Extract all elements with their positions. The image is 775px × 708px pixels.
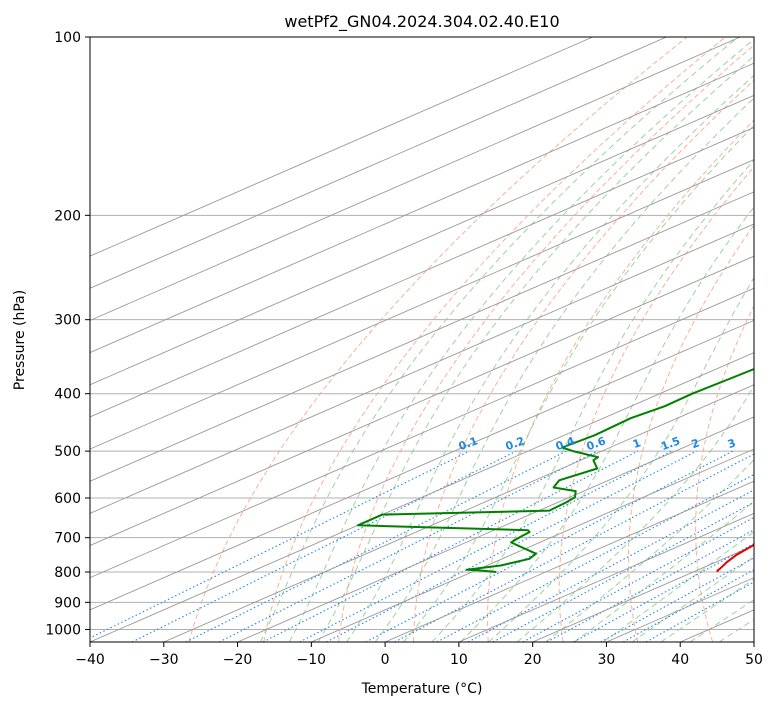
chart-title: wetPf2_GN04.2024.304.02.40.E10 bbox=[284, 12, 559, 32]
mixing-ratio-line bbox=[218, 450, 598, 642]
x-axis-label: Temperature (°C) bbox=[361, 681, 483, 697]
isotherm bbox=[384, 480, 754, 642]
isotherm bbox=[90, 319, 754, 611]
moist-adiabat bbox=[459, 206, 754, 642]
dry-adiabat bbox=[412, 79, 754, 642]
y-tick-label: 400 bbox=[54, 387, 81, 403]
mixing-ratio-label: 3 bbox=[726, 436, 738, 451]
sounding-series bbox=[356, 367, 754, 573]
mixing-ratio-label: 0.2 bbox=[504, 434, 527, 453]
moist-adiabats bbox=[259, 37, 754, 642]
mixing-ratio-line bbox=[185, 450, 567, 642]
mixing-ratio-labels: 0.10.20.40.611.52346810131620253036 bbox=[457, 434, 764, 453]
x-tick-label: −40 bbox=[75, 652, 105, 668]
y-tick-label: 800 bbox=[54, 565, 81, 581]
mixing-ratio-label: 1 bbox=[631, 436, 643, 451]
dry-adiabat bbox=[263, 37, 726, 642]
y-tick-label: 600 bbox=[54, 491, 81, 507]
moist-adiabat bbox=[631, 556, 754, 642]
moist-adiabat bbox=[259, 37, 739, 642]
isotherm bbox=[90, 191, 754, 482]
mixing-ratio-line bbox=[90, 450, 470, 639]
isotherm bbox=[90, 37, 741, 321]
moist-adiabat bbox=[317, 55, 754, 642]
moist-adiabat bbox=[660, 578, 754, 642]
isotherm bbox=[458, 512, 754, 642]
isotherm bbox=[311, 448, 754, 642]
mixing-ratio-label: 2 bbox=[690, 436, 702, 451]
mixing-ratio-line bbox=[326, 450, 697, 642]
isotherm bbox=[90, 37, 593, 257]
dry-adiabat bbox=[188, 37, 688, 642]
moist-adiabat bbox=[374, 97, 754, 642]
isotherm bbox=[163, 384, 754, 642]
isotherm bbox=[90, 287, 754, 579]
plot-area: -100-90-80-70-60-50-40-30-20-10010203040… bbox=[90, 37, 764, 642]
mixing-ratio-label: 1.5 bbox=[659, 434, 682, 453]
isotherm bbox=[237, 416, 754, 642]
isotherm bbox=[90, 352, 754, 642]
dewpoint-profile bbox=[356, 367, 754, 573]
x-tick-label: −30 bbox=[149, 652, 179, 668]
mixing-ratio-label: 4 bbox=[752, 436, 764, 451]
mixing-ratio-line bbox=[299, 450, 673, 642]
mixing-ratio-line bbox=[394, 453, 754, 642]
mixing-ratio-label: 0.4 bbox=[554, 434, 577, 453]
dry-adiabat bbox=[558, 166, 754, 642]
mixing-ratio-label: 0.1 bbox=[457, 434, 480, 453]
x-tick-label: 10 bbox=[450, 652, 468, 668]
isotherm bbox=[90, 94, 754, 386]
y-tick-label: 900 bbox=[54, 595, 81, 611]
y-tick-label: 1000 bbox=[45, 622, 81, 638]
isotherm bbox=[90, 62, 754, 354]
dry-adiabat bbox=[487, 119, 754, 642]
mixing-ratio-line bbox=[436, 473, 754, 642]
y-tick-label: 700 bbox=[54, 531, 81, 547]
y-tick-label: 300 bbox=[54, 313, 81, 329]
y-axis-label: Pressure (hPa) bbox=[12, 290, 28, 390]
isotherm bbox=[90, 223, 754, 514]
moist-adiabat bbox=[431, 159, 754, 642]
x-tick-label: −10 bbox=[297, 652, 327, 668]
x-tick-label: 0 bbox=[381, 652, 390, 668]
isotherm bbox=[90, 127, 754, 418]
moist-adiabat bbox=[516, 384, 754, 642]
plot-frame bbox=[89, 36, 755, 643]
moist-adiabat bbox=[346, 74, 754, 642]
x-tick-label: 40 bbox=[671, 652, 689, 668]
pressure-gridlines bbox=[90, 37, 754, 630]
mixing-ratio-label: 0.6 bbox=[585, 434, 608, 453]
y-tick-label: 200 bbox=[54, 208, 81, 224]
isotherm bbox=[90, 159, 754, 450]
isotherm bbox=[90, 255, 754, 547]
isotherm bbox=[90, 37, 667, 289]
moist-adiabat bbox=[288, 38, 754, 642]
x-tick-label: 30 bbox=[598, 652, 616, 668]
moist-adiabat bbox=[403, 124, 754, 642]
moist-adiabat bbox=[488, 276, 754, 642]
moist-adiabat bbox=[602, 531, 754, 642]
x-tick-label: 50 bbox=[745, 652, 763, 668]
mixing-ratio-lines bbox=[90, 450, 754, 642]
y-tick-label: 100 bbox=[54, 30, 81, 46]
mixing-ratio-line bbox=[522, 516, 754, 642]
mixing-ratio-line bbox=[546, 529, 754, 642]
isotherms bbox=[90, 37, 754, 642]
x-axis-ticks: −40 −30 −20 −10 0 10 20 30 40 50 bbox=[75, 642, 763, 668]
x-tick-label: −20 bbox=[223, 652, 253, 668]
y-axis-ticks: 1000 900 800 700 600 500 400 300 200 100 bbox=[45, 30, 90, 638]
y-tick-label: 500 bbox=[54, 444, 81, 460]
x-tick-label: 20 bbox=[524, 652, 542, 668]
mixing-ratio-line bbox=[365, 450, 734, 642]
